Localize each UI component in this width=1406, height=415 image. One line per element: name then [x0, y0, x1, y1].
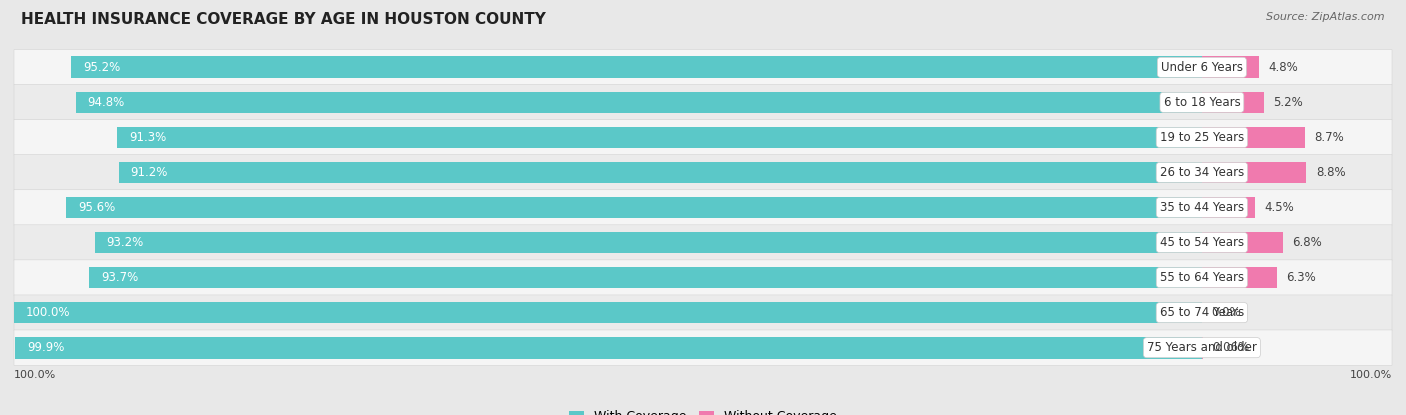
Text: 93.2%: 93.2%	[107, 236, 143, 249]
Bar	[1202, 91, 1264, 113]
Bar	[15, 337, 1202, 359]
FancyBboxPatch shape	[14, 155, 1392, 190]
Bar	[1202, 56, 1258, 78]
Text: 6.3%: 6.3%	[1286, 271, 1316, 284]
Text: 95.2%: 95.2%	[83, 61, 120, 74]
Bar	[1202, 161, 1306, 183]
Text: 94.8%: 94.8%	[87, 96, 125, 109]
FancyBboxPatch shape	[14, 225, 1392, 260]
Text: 0.06%: 0.06%	[1212, 341, 1249, 354]
Text: 91.2%: 91.2%	[131, 166, 167, 179]
Text: 91.3%: 91.3%	[129, 131, 166, 144]
Bar	[72, 56, 1202, 78]
Text: 99.9%: 99.9%	[27, 341, 65, 354]
FancyBboxPatch shape	[14, 50, 1392, 85]
Text: 6.8%: 6.8%	[1292, 236, 1322, 249]
Text: 45 to 54 Years: 45 to 54 Years	[1160, 236, 1244, 249]
FancyBboxPatch shape	[14, 295, 1392, 330]
Bar	[89, 267, 1202, 288]
Text: 100.0%: 100.0%	[14, 371, 56, 381]
Bar	[1202, 127, 1305, 148]
Bar	[118, 161, 1202, 183]
Text: 19 to 25 Years: 19 to 25 Years	[1160, 131, 1244, 144]
Text: 4.5%: 4.5%	[1265, 201, 1295, 214]
Text: 26 to 34 Years: 26 to 34 Years	[1160, 166, 1244, 179]
Bar	[118, 127, 1202, 148]
FancyBboxPatch shape	[14, 260, 1392, 295]
Bar	[66, 197, 1202, 218]
Text: 6 to 18 Years: 6 to 18 Years	[1164, 96, 1240, 109]
FancyBboxPatch shape	[14, 85, 1392, 120]
Text: 100.0%: 100.0%	[1350, 371, 1392, 381]
Bar	[94, 232, 1202, 254]
Bar	[76, 91, 1202, 113]
Text: 75 Years and older: 75 Years and older	[1147, 341, 1257, 354]
Text: Source: ZipAtlas.com: Source: ZipAtlas.com	[1267, 12, 1385, 22]
Text: 93.7%: 93.7%	[101, 271, 138, 284]
Text: 100.0%: 100.0%	[25, 306, 70, 319]
Text: Under 6 Years: Under 6 Years	[1161, 61, 1243, 74]
Text: 8.7%: 8.7%	[1315, 131, 1344, 144]
Text: 65 to 74 Years: 65 to 74 Years	[1160, 306, 1244, 319]
Text: 55 to 64 Years: 55 to 64 Years	[1160, 271, 1244, 284]
Text: 4.8%: 4.8%	[1268, 61, 1298, 74]
Legend: With Coverage, Without Coverage: With Coverage, Without Coverage	[564, 405, 842, 415]
Text: 35 to 44 Years: 35 to 44 Years	[1160, 201, 1244, 214]
FancyBboxPatch shape	[14, 190, 1392, 225]
Text: 95.6%: 95.6%	[79, 201, 115, 214]
FancyBboxPatch shape	[14, 120, 1392, 155]
Bar	[1202, 197, 1256, 218]
Text: 5.2%: 5.2%	[1274, 96, 1303, 109]
Bar	[14, 302, 1202, 324]
Text: HEALTH INSURANCE COVERAGE BY AGE IN HOUSTON COUNTY: HEALTH INSURANCE COVERAGE BY AGE IN HOUS…	[21, 12, 546, 27]
FancyBboxPatch shape	[14, 330, 1392, 365]
Bar	[1202, 267, 1277, 288]
Text: 0.0%: 0.0%	[1212, 306, 1241, 319]
Bar	[1202, 232, 1282, 254]
Text: 8.8%: 8.8%	[1316, 166, 1346, 179]
